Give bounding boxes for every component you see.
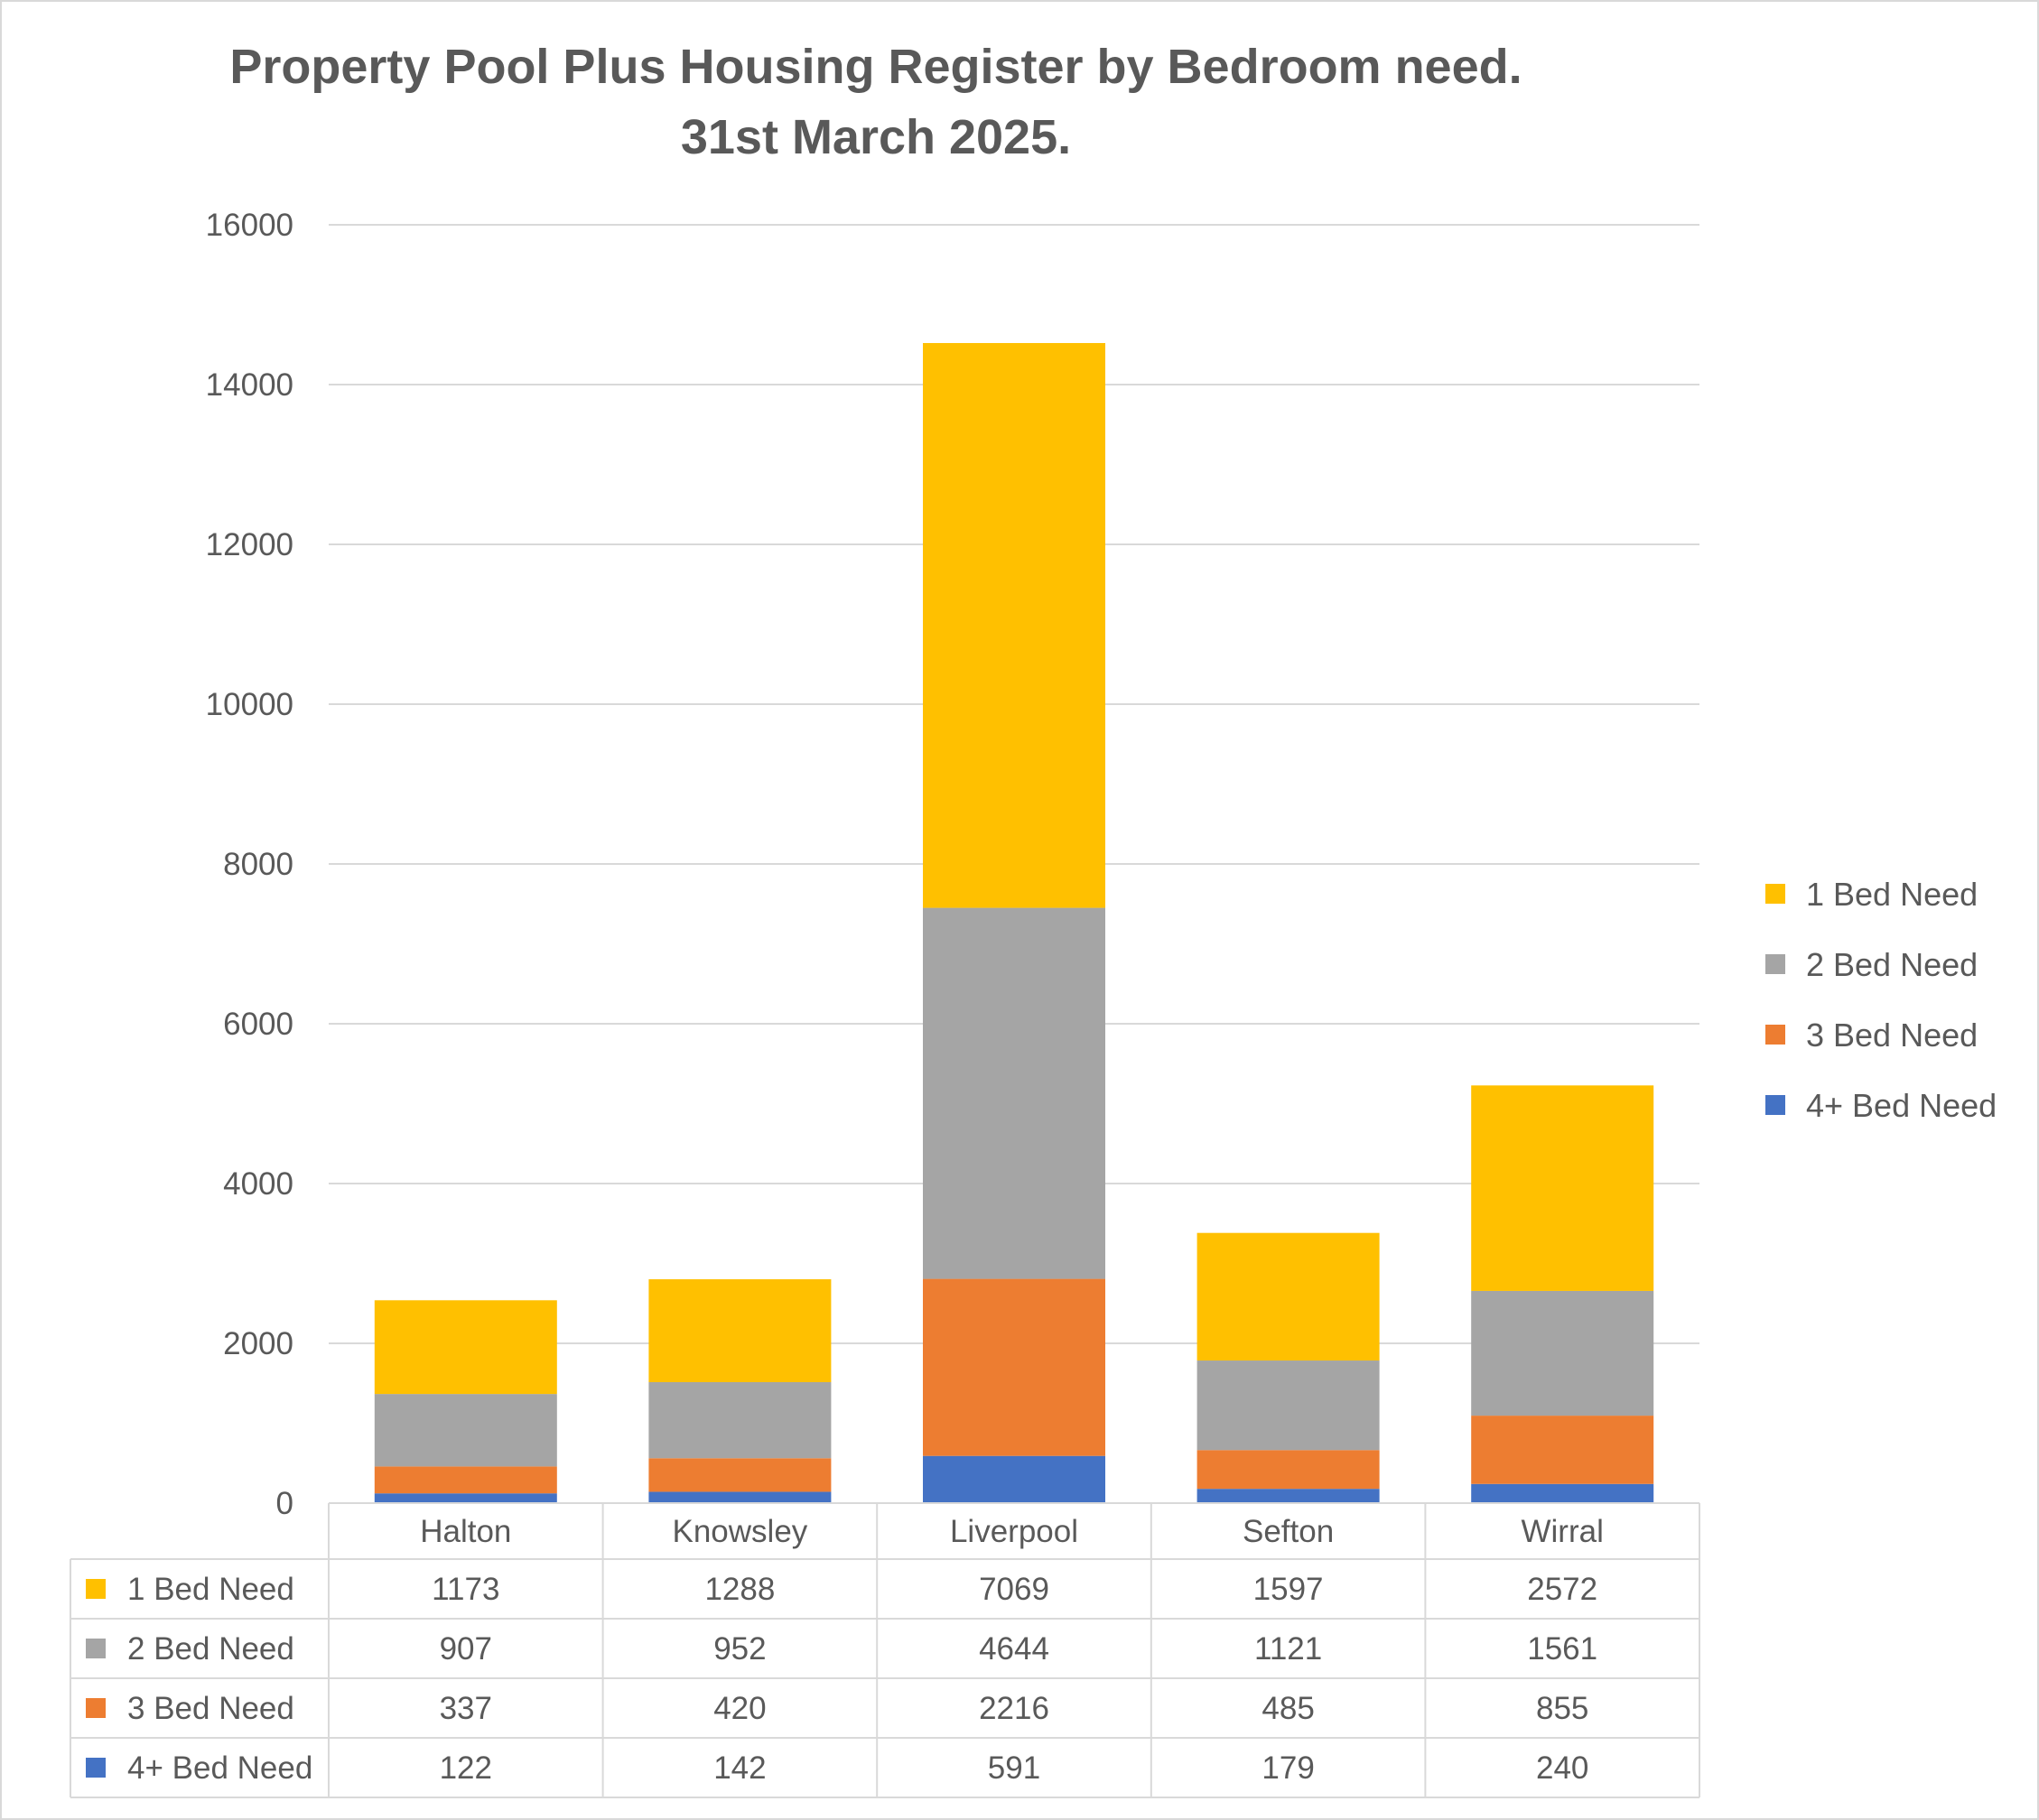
bar-sefton-4-plus-bed-need (1196, 1489, 1380, 1503)
y-tick-label: 8000 (223, 847, 293, 882)
data-label: 1597 (1253, 1572, 1324, 1607)
table-row-label: 2 Bed Need (127, 1631, 294, 1667)
table-legend-key (86, 1758, 106, 1778)
bar-knowsley-3-bed-need (648, 1458, 832, 1492)
bar-liverpool-2-bed-need (923, 907, 1105, 1279)
bar-sefton-2-bed-need (1196, 1360, 1380, 1451)
data-label: 1288 (704, 1572, 775, 1607)
table-legend-key (86, 1579, 106, 1599)
x-tick-label: Knowsley (673, 1514, 808, 1549)
table-legend-key (86, 1639, 106, 1658)
bar-halton-1-bed-need (374, 1300, 557, 1395)
table-legend-key (86, 1698, 106, 1718)
bar-knowsley-2-bed-need (648, 1382, 832, 1459)
x-tick-label: Halton (420, 1514, 511, 1549)
legend-entry: 4+ Bed Need (1806, 1087, 1997, 1124)
legend-key-2-bed-need (1765, 954, 1785, 974)
bar-sefton-3-bed-need (1196, 1450, 1380, 1490)
data-label: 337 (440, 1691, 492, 1726)
data-label: 7069 (979, 1572, 1049, 1607)
bar-wirral-3-bed-need (1471, 1416, 1654, 1484)
data-label: 952 (713, 1631, 766, 1667)
legend-key-3-bed-need (1765, 1025, 1785, 1045)
bar-halton-3-bed-need (374, 1466, 557, 1494)
y-tick-label: 14000 (206, 367, 293, 403)
data-label: 240 (1536, 1750, 1588, 1786)
y-tick-label: 4000 (223, 1166, 293, 1202)
data-label: 122 (440, 1750, 492, 1786)
bar-liverpool-1-bed-need (923, 342, 1105, 908)
x-tick-label: Wirral (1522, 1514, 1604, 1549)
chart-subtitle: 31st March 2025. (681, 110, 1071, 164)
bars (374, 342, 1654, 1503)
y-tick-label: 10000 (206, 687, 293, 722)
bar-halton-2-bed-need (374, 1394, 557, 1467)
y-tick-label: 6000 (223, 1007, 293, 1042)
data-label: 907 (440, 1631, 492, 1667)
bar-knowsley-4-plus-bed-need (648, 1491, 832, 1503)
data-label: 591 (988, 1750, 1040, 1786)
table-row-label: 3 Bed Need (127, 1691, 294, 1726)
legend-entry: 3 Bed Need (1806, 1017, 1978, 1054)
table-row-label: 1 Bed Need (127, 1572, 294, 1607)
bar-liverpool-4-plus-bed-need (923, 1455, 1105, 1503)
data-label: 1561 (1527, 1631, 1597, 1667)
legend-entry: 1 Bed Need (1806, 876, 1978, 913)
data-label: 142 (713, 1750, 766, 1786)
bar-wirral-1-bed-need (1471, 1085, 1654, 1291)
data-label: 1121 (1254, 1631, 1322, 1667)
legend-key-4-plus-bed-need (1765, 1095, 1785, 1115)
y-tick-label: 16000 (206, 208, 293, 243)
y-tick-label: 2000 (223, 1326, 293, 1361)
data-label: 2572 (1527, 1572, 1597, 1607)
bar-liverpool-3-bed-need (923, 1278, 1105, 1456)
bar-wirral-4-plus-bed-need (1471, 1483, 1654, 1503)
bar-knowsley-1-bed-need (648, 1279, 832, 1383)
legend-entry: 2 Bed Need (1806, 946, 1978, 983)
y-tick-label: 12000 (206, 527, 293, 562)
data-label: 420 (713, 1691, 766, 1726)
table-row-label: 4+ Bed Need (127, 1750, 312, 1786)
legend: 1 Bed Need 2 Bed Need 3 Bed Need 4+ Bed Nee… (1765, 876, 1997, 1124)
data-label: 2216 (979, 1691, 1049, 1726)
data-label: 485 (1262, 1691, 1314, 1726)
data-label: 855 (1536, 1691, 1588, 1726)
x-tick-label: Liverpool (950, 1514, 1078, 1549)
data-table: Halton Knowsley Liverpool Sefton Wirral 1 Bed… (70, 1502, 1700, 1798)
bar-halton-4-plus-bed-need (374, 1493, 557, 1503)
bar-wirral-2-bed-need (1471, 1290, 1654, 1416)
x-tick-label: Sefton (1243, 1514, 1334, 1549)
y-tick-label: 0 (276, 1486, 293, 1521)
y-axis-ticks: 0 2000 4000 6000 8000 10000 12000 14000 16000 (206, 208, 293, 1521)
bar-sefton-1-bed-need (1196, 1232, 1380, 1361)
data-label: 4644 (979, 1631, 1049, 1667)
chart-title: Property Pool Plus Housing Register by B… (229, 40, 1522, 94)
legend-key-1-bed-need (1765, 884, 1785, 904)
data-label: 179 (1262, 1750, 1314, 1786)
data-label: 1173 (432, 1572, 499, 1607)
